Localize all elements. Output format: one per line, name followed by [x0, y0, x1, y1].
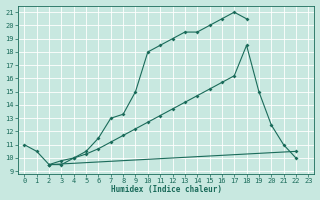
X-axis label: Humidex (Indice chaleur): Humidex (Indice chaleur) [111, 185, 222, 194]
